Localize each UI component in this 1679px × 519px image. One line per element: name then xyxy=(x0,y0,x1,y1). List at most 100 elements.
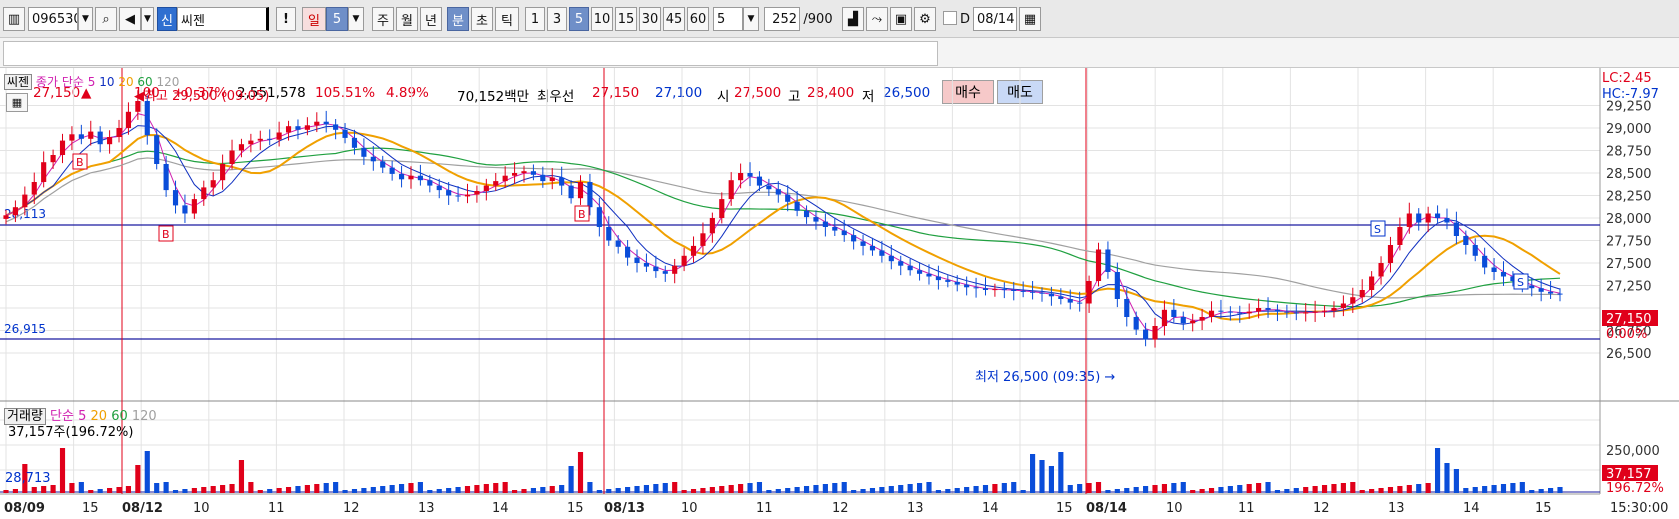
candle-body xyxy=(1152,326,1158,340)
price-tick-label: 27,250 xyxy=(1606,280,1652,295)
candle-body xyxy=(1161,309,1168,326)
low-note: 최저 26,500 (09:35) → xyxy=(975,370,1115,385)
vol-legend-ma120: 120 xyxy=(131,409,157,424)
candle-body xyxy=(116,128,122,137)
open-price: 27,500 xyxy=(734,85,782,101)
speaker-dropdown-button[interactable]: ▼ xyxy=(141,7,154,31)
count-input[interactable]: 252 xyxy=(764,7,800,31)
volume-bar xyxy=(719,486,725,493)
interval-input[interactable]: 5 xyxy=(713,7,743,31)
gear-icon[interactable]: ⚙ xyxy=(914,7,936,31)
interval-3-button[interactable]: 3 xyxy=(547,7,567,31)
signal-marker-text: S xyxy=(1374,223,1381,236)
time-tick-label: 08/12 xyxy=(122,501,163,516)
candle-body xyxy=(653,266,659,272)
buy-button[interactable]: 매수 xyxy=(942,80,994,104)
interval-45-button[interactable]: 45 xyxy=(663,7,685,31)
price-tick-label: 27,750 xyxy=(1606,235,1652,250)
time-tick-label: 15 xyxy=(567,501,584,516)
interval-60-text: 60 xyxy=(689,11,707,27)
date-checkbox[interactable] xyxy=(943,11,957,25)
minute-button[interactable]: 분 xyxy=(447,7,469,31)
volume-bar xyxy=(530,488,536,493)
volume-info: 37,157주(196.72%) xyxy=(8,425,134,440)
panel-name[interactable]: 씨젠 xyxy=(4,74,33,90)
volume-panel-name[interactable]: 거래량 xyxy=(4,408,46,425)
interval-60-button[interactable]: 60 xyxy=(687,7,709,31)
volume-bar xyxy=(747,483,753,493)
time-tick-label: 11 xyxy=(756,501,773,516)
volume-bar xyxy=(1274,490,1281,493)
speaker-icon[interactable]: ◀ xyxy=(119,7,141,31)
volume-bar xyxy=(483,484,489,493)
volume-bar xyxy=(1190,490,1196,493)
day-period-button[interactable]: 일 xyxy=(302,7,326,31)
volume-bar xyxy=(738,484,744,493)
candle-body xyxy=(314,121,320,126)
open-label: 시 xyxy=(717,89,730,105)
interval-5-button[interactable]: 5 xyxy=(569,7,589,31)
interval-dropdown-button[interactable]: ▼ xyxy=(743,7,759,31)
volume-bar xyxy=(1303,487,1309,493)
day-count-field[interactable]: 5 xyxy=(326,7,348,31)
volume-bar xyxy=(389,485,395,493)
interval-30-button[interactable]: 30 xyxy=(639,7,661,31)
candle-body xyxy=(521,171,527,173)
candle-body xyxy=(1011,290,1017,291)
candle-body xyxy=(285,126,292,133)
candle-body xyxy=(869,245,876,251)
day-dropdown-button[interactable]: ▼ xyxy=(348,7,364,31)
volume-bar xyxy=(427,490,433,493)
time-tick-label: 10 xyxy=(681,501,698,516)
tick-button[interactable]: 틱 xyxy=(495,7,519,31)
volume-bar xyxy=(22,464,28,493)
candle-body xyxy=(483,185,489,191)
table-icon[interactable]: ▦ xyxy=(6,93,28,112)
candle-body xyxy=(1538,288,1544,292)
time-tick-label: 11 xyxy=(268,501,285,516)
interval-10-button[interactable]: 10 xyxy=(591,7,613,31)
volume-bar xyxy=(568,466,574,493)
volume-bar xyxy=(1001,483,1007,493)
stock-name-field[interactable]: 씨젠 xyxy=(177,7,269,31)
year-button[interactable]: 년 xyxy=(420,7,442,31)
interval-3-text: 3 xyxy=(552,11,562,27)
interval-15-button[interactable]: 15 xyxy=(615,7,637,31)
candle-body xyxy=(1237,312,1243,314)
candle-body xyxy=(1416,213,1422,223)
volume-bar xyxy=(446,488,452,493)
volume-bar xyxy=(1256,483,1262,493)
indicator-icon[interactable]: ▟ xyxy=(842,7,864,31)
volume-bar xyxy=(992,484,998,493)
candle-body xyxy=(559,177,565,186)
alert-text: ! xyxy=(283,11,289,27)
interval-15-text: 15 xyxy=(617,11,635,27)
stock-code-input[interactable]: 096530 xyxy=(28,7,78,31)
candle-body xyxy=(1227,311,1233,313)
volume-left-value: 28,713 xyxy=(5,471,51,486)
volume-bar xyxy=(954,488,960,493)
interval-1-button[interactable]: 1 xyxy=(525,7,545,31)
window-icon[interactable]: ▥ xyxy=(3,7,25,31)
price-tick-label: 27,500 xyxy=(1606,257,1652,272)
candle-body xyxy=(587,182,593,208)
calendar-icon[interactable]: ▦ xyxy=(1019,7,1041,31)
volume-bar xyxy=(1453,469,1459,493)
price-tick-label: 26,500 xyxy=(1606,347,1652,362)
current-price-tag xyxy=(1602,310,1658,326)
code-dropdown-button[interactable]: ▼ xyxy=(78,7,93,31)
month-button[interactable]: 월 xyxy=(396,7,418,31)
volume-bar xyxy=(107,488,113,493)
candle-body xyxy=(1143,329,1149,340)
search-icon[interactable]: ⌕ xyxy=(95,7,117,31)
line-draw-icon[interactable]: ⤳ xyxy=(866,7,888,31)
date-input[interactable]: 08/14 xyxy=(973,7,1017,31)
alert-button[interactable]: ! xyxy=(276,7,296,31)
second-button[interactable]: 초 xyxy=(471,7,493,31)
week-button[interactable]: 주 xyxy=(372,7,394,31)
candle-body xyxy=(304,125,310,130)
candle-body xyxy=(1529,285,1535,289)
candle-body xyxy=(455,195,461,197)
save-icon[interactable]: ▣ xyxy=(890,7,912,31)
